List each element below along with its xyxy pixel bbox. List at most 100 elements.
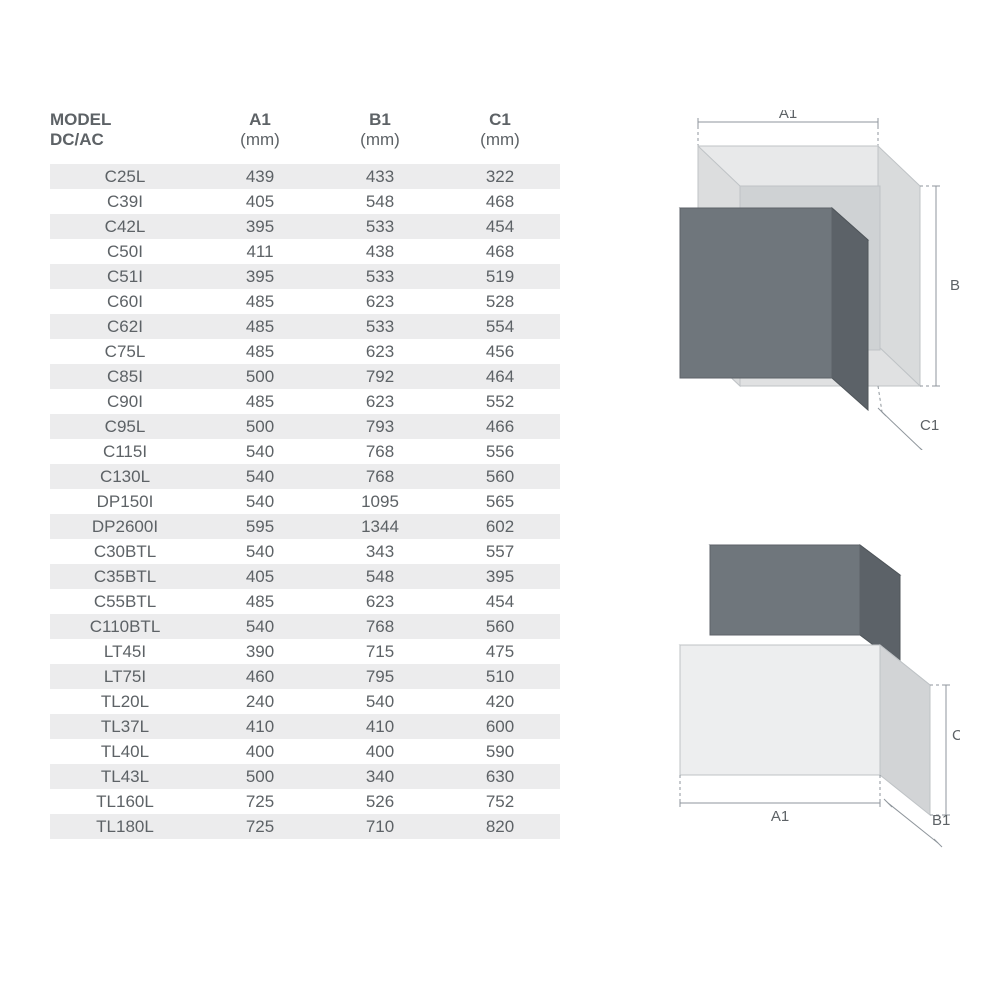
cell-b1: 340 bbox=[320, 764, 440, 789]
cell-model: TL43L bbox=[50, 764, 200, 789]
cell-c1: 552 bbox=[440, 389, 560, 414]
cell-c1: 600 bbox=[440, 714, 560, 739]
lower-label-b1: B1 bbox=[932, 812, 950, 829]
cell-a1: 540 bbox=[200, 614, 320, 639]
cell-b1: 400 bbox=[320, 739, 440, 764]
cell-c1: 752 bbox=[440, 789, 560, 814]
cell-model: C51I bbox=[50, 264, 200, 289]
cell-c1: 510 bbox=[440, 664, 560, 689]
cell-c1: 565 bbox=[440, 489, 560, 514]
table-row: DP150I5401095565 bbox=[50, 489, 560, 514]
cell-model: C95L bbox=[50, 414, 200, 439]
cell-c1: 395 bbox=[440, 564, 560, 589]
cell-a1: 485 bbox=[200, 389, 320, 414]
cell-b1: 710 bbox=[320, 814, 440, 839]
table-row: TL20L240540420 bbox=[50, 689, 560, 714]
cell-c1: 420 bbox=[440, 689, 560, 714]
cell-b1: 623 bbox=[320, 589, 440, 614]
table-body: C25L439433322C39I405548468C42L395533454C… bbox=[50, 164, 560, 839]
cell-c1: 560 bbox=[440, 464, 560, 489]
cell-b1: 768 bbox=[320, 464, 440, 489]
table-row: TL37L410410600 bbox=[50, 714, 560, 739]
cell-b1: 343 bbox=[320, 539, 440, 564]
cell-model: TL37L bbox=[50, 714, 200, 739]
cell-a1: 390 bbox=[200, 639, 320, 664]
cell-a1: 460 bbox=[200, 664, 320, 689]
table-row: C39I405548468 bbox=[50, 189, 560, 214]
cell-model: C39I bbox=[50, 189, 200, 214]
cell-b1: 533 bbox=[320, 214, 440, 239]
header-b1-unit: (mm) bbox=[320, 130, 440, 150]
header-b1-name: B1 bbox=[320, 110, 440, 130]
cell-a1: 411 bbox=[200, 239, 320, 264]
diagrams-panel: A1 bbox=[620, 110, 960, 890]
cell-b1: 540 bbox=[320, 689, 440, 714]
cell-model: DP2600I bbox=[50, 514, 200, 539]
cell-c1: 556 bbox=[440, 439, 560, 464]
cell-c1: 554 bbox=[440, 314, 560, 339]
table-row: C50I411438468 bbox=[50, 239, 560, 264]
cell-model: TL40L bbox=[50, 739, 200, 764]
cell-c1: 519 bbox=[440, 264, 560, 289]
cell-c1: 468 bbox=[440, 189, 560, 214]
cell-a1: 405 bbox=[200, 564, 320, 589]
cell-a1: 400 bbox=[200, 739, 320, 764]
table-row: C90I485623552 bbox=[50, 389, 560, 414]
cell-model: TL160L bbox=[50, 789, 200, 814]
cell-model: DP150I bbox=[50, 489, 200, 514]
cell-a1: 395 bbox=[200, 214, 320, 239]
cell-model: C115I bbox=[50, 439, 200, 464]
cell-c1: 630 bbox=[440, 764, 560, 789]
upper-label-b1: B1 bbox=[950, 277, 960, 294]
cell-b1: 1344 bbox=[320, 514, 440, 539]
cell-model: C62I bbox=[50, 314, 200, 339]
table-header: MODEL DC/AC A1 (mm) B1 (mm) C1 (mm) bbox=[50, 110, 560, 150]
table-row: C55BTL485623454 bbox=[50, 589, 560, 614]
header-a1-unit: (mm) bbox=[200, 130, 320, 150]
cell-b1: 410 bbox=[320, 714, 440, 739]
table-row: C25L439433322 bbox=[50, 164, 560, 189]
cell-model: C50I bbox=[50, 239, 200, 264]
header-c1-name: C1 bbox=[440, 110, 560, 130]
cell-b1: 623 bbox=[320, 339, 440, 364]
table-row: C95L500793466 bbox=[50, 414, 560, 439]
cell-c1: 456 bbox=[440, 339, 560, 364]
cell-model: C25L bbox=[50, 164, 200, 189]
cell-model: C75L bbox=[50, 339, 200, 364]
cell-b1: 793 bbox=[320, 414, 440, 439]
cell-c1: 602 bbox=[440, 514, 560, 539]
cell-a1: 485 bbox=[200, 339, 320, 364]
cell-b1: 795 bbox=[320, 664, 440, 689]
cell-model: C85I bbox=[50, 364, 200, 389]
cell-c1: 528 bbox=[440, 289, 560, 314]
table-row: C62I485533554 bbox=[50, 314, 560, 339]
cell-model: C60I bbox=[50, 289, 200, 314]
cell-a1: 485 bbox=[200, 589, 320, 614]
header-model-line2: DC/AC bbox=[50, 130, 200, 150]
table-row: DP2600I5951344602 bbox=[50, 514, 560, 539]
cell-b1: 1095 bbox=[320, 489, 440, 514]
lower-label-c1: C1 bbox=[952, 727, 960, 744]
table-row: TL180L725710820 bbox=[50, 814, 560, 839]
cell-b1: 715 bbox=[320, 639, 440, 664]
cell-b1: 433 bbox=[320, 164, 440, 189]
cell-model: TL20L bbox=[50, 689, 200, 714]
cell-a1: 540 bbox=[200, 489, 320, 514]
table-row: C42L395533454 bbox=[50, 214, 560, 239]
cell-a1: 500 bbox=[200, 414, 320, 439]
upper-label-c1: C1 bbox=[920, 417, 939, 434]
cell-a1: 725 bbox=[200, 814, 320, 839]
table-row: C75L485623456 bbox=[50, 339, 560, 364]
header-c1-unit: (mm) bbox=[440, 130, 560, 150]
lower-label-a1: A1 bbox=[771, 808, 789, 825]
lower-cabinet-diagram: C1 A1 B1 bbox=[620, 525, 960, 885]
cell-a1: 410 bbox=[200, 714, 320, 739]
cell-model: LT75I bbox=[50, 664, 200, 689]
cell-model: C35BTL bbox=[50, 564, 200, 589]
cell-c1: 820 bbox=[440, 814, 560, 839]
cell-c1: 322 bbox=[440, 164, 560, 189]
cell-c1: 475 bbox=[440, 639, 560, 664]
cell-b1: 438 bbox=[320, 239, 440, 264]
cell-a1: 405 bbox=[200, 189, 320, 214]
cell-model: C30BTL bbox=[50, 539, 200, 564]
